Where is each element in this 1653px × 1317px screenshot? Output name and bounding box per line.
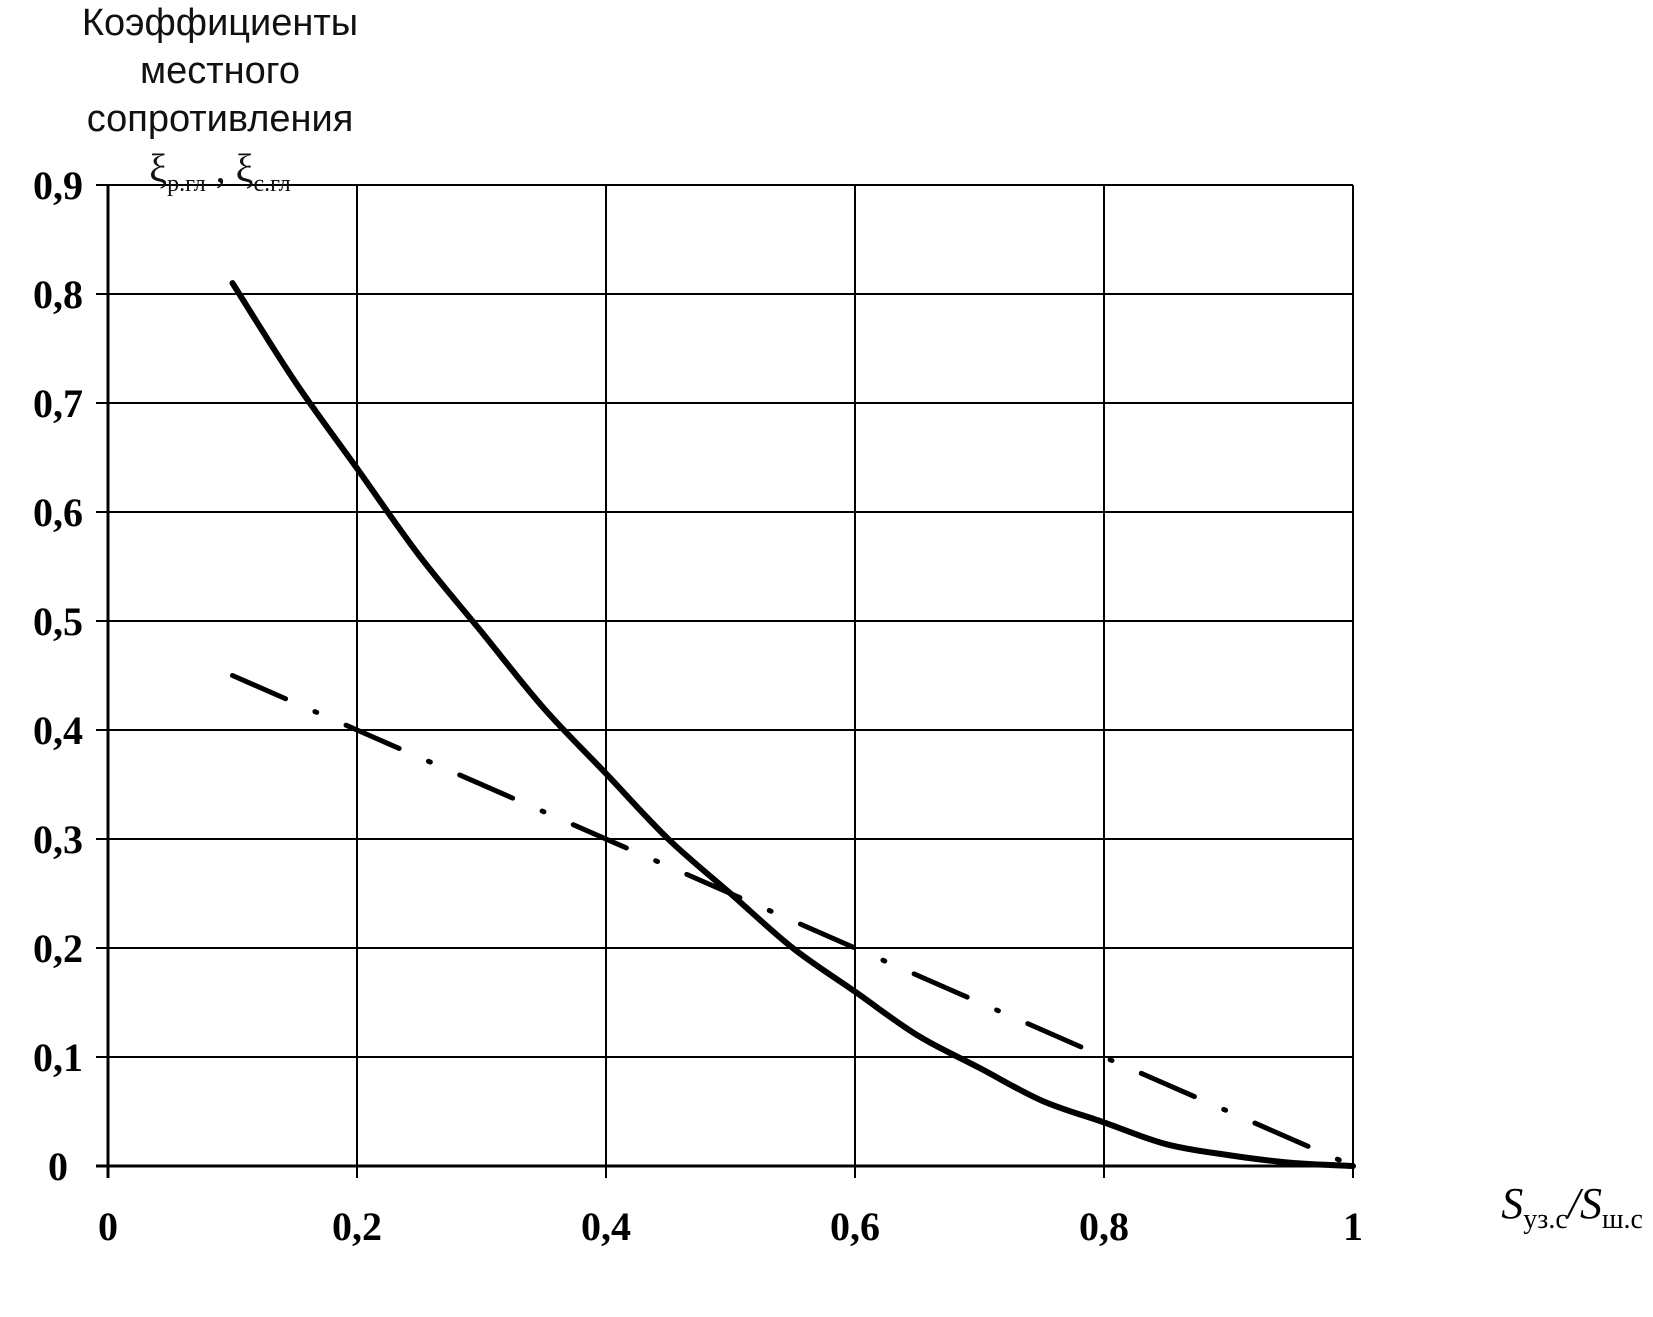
series-line-1 [229,280,1356,1169]
y-tick-label: 0,4 [33,708,83,753]
x-tick-label: 0 [98,1204,118,1249]
y-axis-title-line-3: сопротивления [86,98,354,140]
x-symbol-numerator-sub: уз.с [1523,1203,1568,1235]
y-tick-label: 0,9 [33,163,83,208]
x-symbol-slash: / [1567,1179,1580,1228]
y-axis-title-line-2: местного [140,50,300,92]
chart-axes [96,185,1353,1178]
y-symbol-separator: , [205,146,236,191]
y-symbol-2-sub: с.гл [253,171,291,197]
x-axis-title: Sуз.с/Sш.с [1501,1178,1643,1236]
y-tick-label: 0,6 [33,490,83,535]
x-tick-label: 0,8 [1079,1204,1129,1249]
series-line-2 [230,673,1356,1169]
y-symbol-1: ξ [149,146,168,191]
y-tick-label: 0 [48,1144,68,1189]
y-tick-label: 0,8 [33,272,83,317]
y-symbol-1-sub: р.гл [167,171,206,197]
x-symbol-numerator: S [1501,1179,1524,1228]
y-axis-symbols: ξр.гл , ξс.гл [70,146,370,207]
x-tick-label: 1 [1343,1204,1363,1249]
y-tick-label: 0,2 [33,926,83,971]
y-tick-label: 0,1 [33,1035,83,1080]
y-tick-label: 0,3 [33,817,83,862]
x-tick-label: 0,6 [830,1204,880,1249]
x-symbol-denominator-sub: ш.с [1602,1203,1643,1235]
x-symbol-denominator: S [1580,1179,1602,1228]
x-tick-label: 0,2 [332,1204,382,1249]
y-tick-labels: 0 0,1 0,2 0,3 0,4 0,5 0,6 0,7 0,8 0,9 [33,163,83,1189]
y-axis-title-line-1: Коэффициенты [81,2,359,44]
chart-grid [96,184,1354,1178]
x-tick-labels: 0 0,2 0,4 0,6 0,8 1 [98,1204,1363,1249]
y-symbol-2: ξ [235,146,254,191]
x-tick-label: 0,4 [581,1204,631,1249]
y-tick-label: 0,7 [33,381,83,426]
chart-series [229,280,1356,1169]
y-tick-label: 0,5 [33,599,83,644]
